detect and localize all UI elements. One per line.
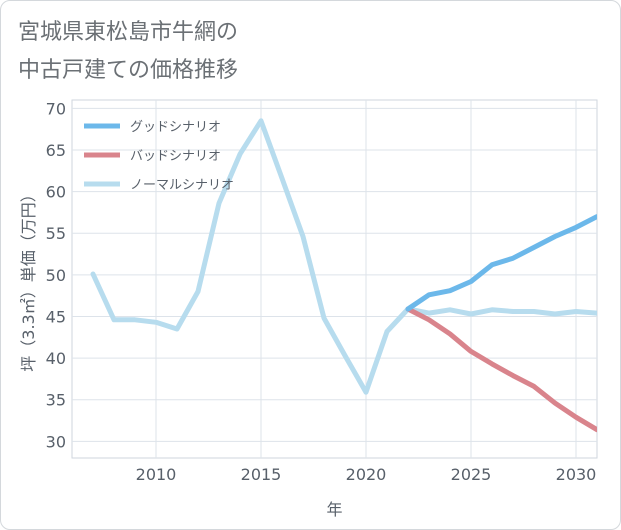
chart-title-line-2: 中古戸建ての価格推移 [18, 58, 239, 83]
y-tick-label: 45 [46, 307, 66, 326]
legend-label: ノーマルシナリオ [130, 178, 234, 193]
y-tick-label: 60 [46, 183, 66, 202]
y-tick-label: 55 [46, 224, 66, 243]
series-line-2 [90, 118, 597, 395]
y-tick-label: 70 [46, 99, 66, 118]
chart-title-line-1: 宮城県東松島市牛網の [18, 20, 239, 45]
legend-label: バッドシナリオ [130, 149, 221, 164]
y-axis-label: 坪（3.3㎡）単価（万円） [19, 186, 38, 371]
y-tick-label: 40 [46, 349, 66, 368]
x-tick-label: 2020 [346, 465, 387, 484]
chart-title: 宮城県東松島市牛網の 中古戸建ての価格推移 [18, 14, 238, 90]
y-tick-label: 50 [46, 266, 66, 285]
y-tick-label: 30 [46, 432, 66, 451]
y-tick-label: 65 [46, 141, 66, 160]
x-axis-label: 年 [326, 500, 342, 519]
series-lines [90, 118, 597, 433]
series-line-0 [405, 214, 597, 312]
x-tick-label: 2025 [451, 465, 492, 484]
y-tick-label: 35 [46, 391, 66, 410]
legend-label: グッドシナリオ [130, 120, 221, 135]
x-tick-label: 2015 [241, 465, 282, 484]
plot-area [71, 99, 598, 459]
x-tick-label: 2030 [556, 465, 597, 484]
series-line-1 [405, 306, 597, 433]
x-tick-label: 2010 [136, 465, 177, 484]
